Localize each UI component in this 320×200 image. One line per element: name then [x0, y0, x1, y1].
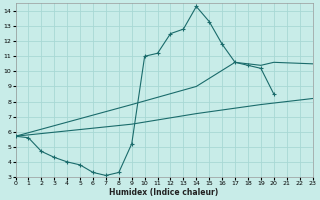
X-axis label: Humidex (Indice chaleur): Humidex (Indice chaleur)	[109, 188, 219, 197]
